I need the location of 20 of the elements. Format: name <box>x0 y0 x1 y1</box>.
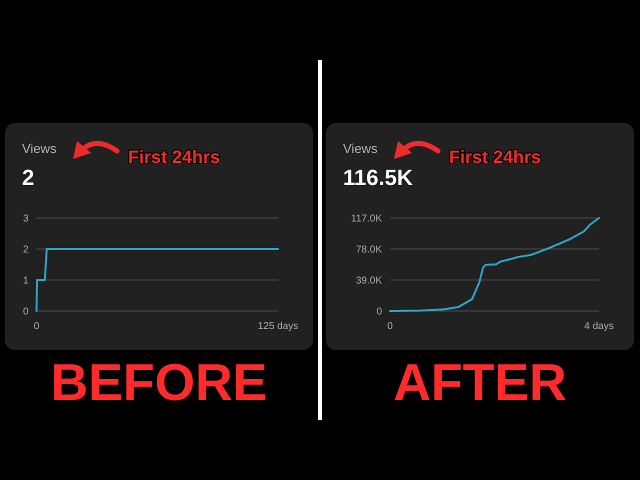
text: First 24hrs <box>449 147 542 167</box>
y-tick-label: 0 <box>22 306 29 318</box>
chart-title: Views <box>343 141 378 156</box>
y-tick-label: 39.0K <box>356 276 382 286</box>
line-series <box>389 217 600 312</box>
text: BEFORE <box>50 354 268 412</box>
y-tick-label: 0 <box>376 306 382 318</box>
text: First 24hrs <box>128 147 220 167</box>
y-tick-label: 78.0K <box>356 244 382 256</box>
x-tick-label: 125 days <box>258 321 298 332</box>
x-tick-label: 0 <box>387 321 394 332</box>
y-tick-label: 1 <box>22 276 29 286</box>
chart-subtitle: 116.5K <box>343 165 413 190</box>
x-tick-label: 4 days <box>584 321 614 332</box>
y-tick-label: 2 <box>22 244 29 256</box>
text: AFTER <box>393 354 567 412</box>
chart-title: Views <box>22 141 57 156</box>
y-tick-label: 3 <box>22 214 29 224</box>
y-tick-label: 117.0K <box>351 214 382 224</box>
x-tick-label: 0 <box>34 321 40 332</box>
